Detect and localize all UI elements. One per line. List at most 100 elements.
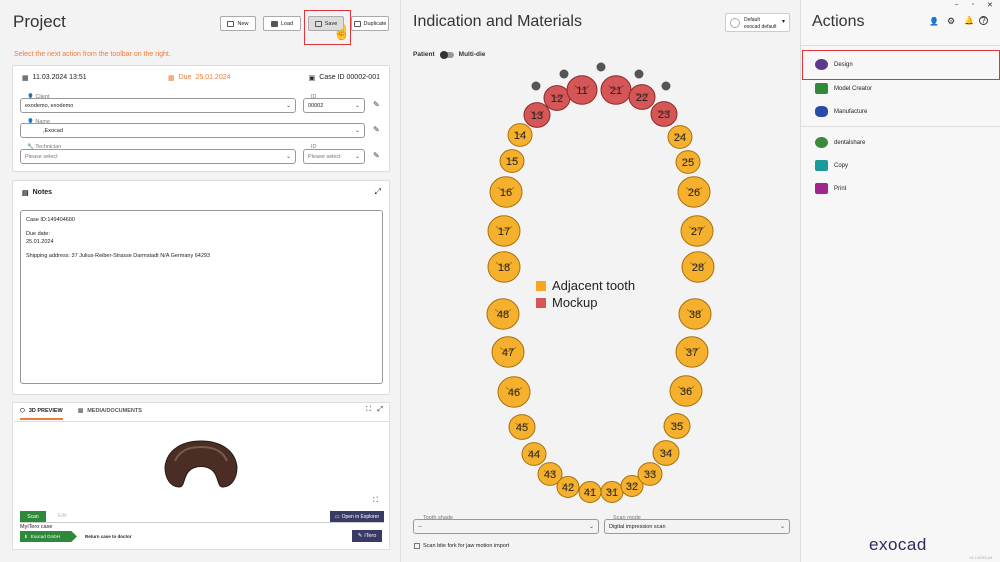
close-icon[interactable]: ✕ — [987, 2, 993, 9]
tooth-44[interactable]: 44 — [521, 442, 547, 466]
tooth-31[interactable]: 31 — [600, 481, 624, 503]
itero-button[interactable]: ✎ iTero — [352, 530, 382, 542]
toggle-switch[interactable] — [439, 50, 454, 59]
tooth-36[interactable]: 36 — [669, 375, 703, 407]
tooth-fissure — [608, 85, 624, 90]
actions-title: Actions — [812, 13, 865, 30]
implant-marker[interactable] — [661, 81, 671, 91]
edit-technician-icon[interactable]: ✎ — [373, 151, 380, 160]
scan-button[interactable]: Scan — [20, 511, 46, 522]
expand-icon[interactable]: ⤢ — [377, 406, 383, 413]
action-design[interactable]: Design — [815, 59, 853, 70]
scan-bite-fork-option[interactable]: Scan bite fork for jaw motion import — [414, 543, 509, 549]
tooth-43[interactable]: 43 — [537, 462, 563, 486]
user-icon[interactable]: 👤 — [929, 17, 939, 26]
tooth-23[interactable]: 23 — [650, 101, 678, 127]
tooth-crown — [486, 298, 520, 330]
profile-icon — [730, 18, 740, 28]
tooth-37[interactable]: 37 — [675, 336, 709, 368]
open-in-explorer-button[interactable]: ▭ Open in Explorer — [330, 511, 384, 522]
expand-icon[interactable]: ⤢ — [374, 187, 381, 196]
tooth-38[interactable]: 38 — [678, 298, 712, 330]
new-file-icon — [227, 20, 235, 27]
tooth-47[interactable]: 47 — [491, 336, 525, 368]
tooth-24[interactable]: 24 — [667, 125, 693, 149]
duplicate-icon — [353, 20, 361, 27]
tooth-34[interactable]: 34 — [652, 440, 680, 466]
maximize-icon[interactable]: ▫ — [972, 2, 975, 8]
tooth-crown — [489, 176, 523, 208]
tooth-13[interactable]: 13 — [523, 102, 551, 128]
exocad-gmbh-step[interactable]: ⬇ Exocad GmbH — [20, 531, 77, 542]
tooth-12[interactable]: 12 — [543, 85, 571, 111]
action-print[interactable]: Print — [815, 183, 846, 194]
action-dentalshare[interactable]: dentalshare — [815, 137, 865, 148]
client-select[interactable]: exodemo, exodemo ⌄ — [20, 98, 296, 113]
tooth-28[interactable]: 28 — [681, 251, 715, 283]
edit-field[interactable]: Edit — [58, 513, 67, 519]
client-id-select[interactable]: 00002 ⌄ — [303, 98, 365, 113]
new-button[interactable]: New — [220, 16, 256, 31]
implant-marker[interactable] — [531, 81, 541, 91]
edit-client-icon[interactable]: ✎ — [373, 100, 380, 109]
tooth-11[interactable]: 11 — [566, 75, 598, 105]
caret-down-icon: ▾ — [781, 19, 785, 25]
help-icon[interactable]: ? — [979, 16, 988, 25]
duplicate-button[interactable]: Duplicate — [351, 16, 389, 31]
edit-name-icon[interactable]: ✎ — [373, 125, 380, 134]
action-manufacture[interactable]: Manufacture — [815, 106, 867, 117]
implant-marker[interactable] — [634, 69, 644, 79]
tooth-32[interactable]: 32 — [620, 475, 644, 497]
tooth-number: 47 — [502, 347, 514, 359]
tooth-41[interactable]: 41 — [578, 481, 602, 503]
technician-select[interactable]: Please select ⌄ — [20, 149, 296, 164]
tooth-number: 24 — [674, 132, 686, 144]
tab-3d-preview[interactable]: ⬡ 3D PREVIEW — [20, 408, 63, 420]
save-button[interactable]: Save — [308, 16, 344, 31]
gear-icon[interactable]: ⚙ — [947, 16, 956, 26]
tooth-22[interactable]: 22 — [628, 84, 656, 110]
edit-icon: ✎ — [357, 533, 363, 539]
tooth-fissure — [626, 482, 638, 486]
implant-marker[interactable] — [596, 62, 606, 72]
notes-textarea[interactable]: Case ID:149404600 Due date: 25.01.2024 S… — [20, 210, 383, 384]
tooth-27[interactable]: 27 — [680, 215, 714, 247]
tooth-48[interactable]: 48 — [486, 298, 520, 330]
return-case-label[interactable]: Return case to doctor — [85, 534, 132, 539]
technician-id-select[interactable]: Please select ⌄ — [303, 149, 365, 164]
tooth-14[interactable]: 14 — [507, 123, 533, 147]
tooth-shade-label: Tooth shade — [421, 515, 455, 521]
minimize-icon[interactable]: – — [955, 2, 959, 8]
fullscreen-icon[interactable]: ⛶ — [366, 406, 371, 413]
tooth-46[interactable]: 46 — [497, 376, 531, 408]
tooth-35[interactable]: 35 — [663, 413, 691, 439]
implant-marker[interactable] — [559, 69, 569, 79]
tooth-33[interactable]: 33 — [637, 462, 663, 486]
tooth-42[interactable]: 42 — [556, 476, 580, 498]
tooth-45[interactable]: 45 — [508, 414, 536, 440]
tooth-16[interactable]: 16 — [489, 176, 523, 208]
scan-bite-checkbox[interactable] — [414, 543, 420, 549]
tooth-17[interactable]: 17 — [487, 215, 521, 247]
name-select[interactable]: ,Exocad ⌄ — [20, 123, 365, 138]
tooth-18[interactable]: 18 — [487, 251, 521, 283]
action-model-creator[interactable]: Model Creator — [815, 83, 872, 94]
tooth-25[interactable]: 25 — [675, 150, 701, 174]
tab-media-documents[interactable]: ▧ MEDIA/DOCUMENTS — [78, 408, 142, 414]
bell-icon[interactable]: 🔔 — [964, 16, 974, 25]
tooth-number: 46 — [508, 387, 520, 399]
tooth-15[interactable]: 15 — [499, 149, 525, 173]
scan-mode-select[interactable]: Digital impression scan ⌄ — [604, 519, 790, 534]
tooth-21[interactable]: 21 — [600, 75, 632, 105]
action-copy[interactable]: Copy — [815, 160, 848, 171]
tooth-fissure — [497, 186, 515, 192]
tooth-shade-select[interactable]: -- ⌄ — [413, 519, 599, 534]
tooth-chart[interactable]: 18 17 16 15 14 13 12 11 21 22 23 24 25 26 27 28 48 47 46 45… — [471, 55, 731, 510]
load-button[interactable]: Load — [263, 16, 301, 31]
tooth-crown — [508, 414, 536, 440]
tooth-26[interactable]: 26 — [677, 176, 711, 208]
jaw-scan-3d-model[interactable] — [161, 439, 241, 491]
fit-view-icon[interactable]: ⛶ — [373, 497, 378, 504]
profile-select[interactable]: Default exocad default ▾ — [725, 13, 790, 32]
patient-multidie-toggle[interactable]: Patient Multi-die — [413, 50, 486, 59]
